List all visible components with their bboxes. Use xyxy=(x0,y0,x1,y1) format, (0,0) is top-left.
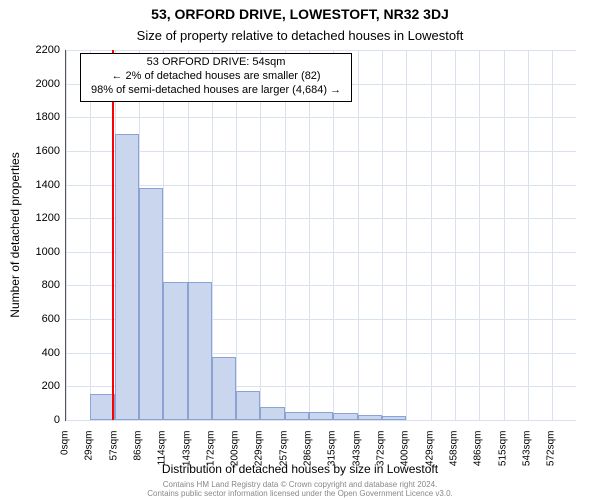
x-gridline xyxy=(431,50,432,420)
page-subtitle: Size of property relative to detached ho… xyxy=(0,28,600,43)
y-tick-label: 800 xyxy=(10,279,60,291)
y-tick-label: 400 xyxy=(10,347,60,359)
x-gridline xyxy=(455,50,456,420)
x-tick-label: 57sqm xyxy=(108,431,119,491)
y-tick-label: 1600 xyxy=(10,145,60,157)
x-tick-label: 114sqm xyxy=(157,431,168,491)
histogram-bar xyxy=(163,282,187,420)
x-gridline xyxy=(382,50,383,420)
histogram-bar xyxy=(236,391,260,420)
x-tick-label: 0sqm xyxy=(60,431,71,491)
x-tick-label: 315sqm xyxy=(327,431,338,491)
x-tick-label: 515sqm xyxy=(497,431,508,491)
x-gridline xyxy=(90,50,91,420)
x-gridline xyxy=(479,50,480,420)
x-gridline xyxy=(309,50,310,420)
annotation-line-1: 53 ORFORD DRIVE: 54sqm xyxy=(91,56,341,70)
x-tick-label: 200sqm xyxy=(230,431,241,491)
x-tick-label: 86sqm xyxy=(132,431,143,491)
histogram-bar xyxy=(285,412,309,420)
x-gridline xyxy=(358,50,359,420)
histogram-bar xyxy=(309,412,333,420)
x-gridline xyxy=(406,50,407,420)
x-tick-label: 572sqm xyxy=(546,431,557,491)
x-gridline xyxy=(552,50,553,420)
histogram-bar xyxy=(358,415,382,420)
histogram-bar xyxy=(333,413,357,420)
histogram-bar xyxy=(139,188,163,420)
page-title: 53, ORFORD DRIVE, LOWESTOFT, NR32 3DJ xyxy=(0,6,600,22)
x-gridline xyxy=(528,50,529,420)
x-tick-label: 400sqm xyxy=(400,431,411,491)
y-tick-label: 1200 xyxy=(10,212,60,224)
property-marker-line xyxy=(112,50,114,420)
x-gridline xyxy=(285,50,286,420)
y-tick-label: 200 xyxy=(10,380,60,392)
annotation-line-3: 98% of semi-detached houses are larger (… xyxy=(91,84,341,98)
histogram-plot xyxy=(65,50,576,421)
x-tick-label: 172sqm xyxy=(205,431,216,491)
histogram-bar xyxy=(212,357,236,420)
y-gridline xyxy=(66,151,576,152)
y-tick-label: 1000 xyxy=(10,246,60,258)
y-tick-label: 0 xyxy=(10,414,60,426)
x-tick-label: 257sqm xyxy=(278,431,289,491)
x-tick-label: 372sqm xyxy=(376,431,387,491)
x-tick-label: 458sqm xyxy=(448,431,459,491)
histogram-bar xyxy=(115,134,139,420)
x-gridline xyxy=(236,50,237,420)
x-tick-label: 429sqm xyxy=(424,431,435,491)
x-tick-label: 343sqm xyxy=(351,431,362,491)
annotation-line-2: ← 2% of detached houses are smaller (82) xyxy=(91,70,341,84)
y-gridline xyxy=(66,50,576,51)
x-gridline xyxy=(66,50,67,420)
histogram-bar xyxy=(260,407,284,420)
y-axis-label: Number of detached properties xyxy=(8,152,22,317)
y-tick-label: 2200 xyxy=(10,44,60,56)
x-gridline xyxy=(260,50,261,420)
y-gridline xyxy=(66,117,576,118)
y-tick-label: 1800 xyxy=(10,111,60,123)
x-tick-label: 143sqm xyxy=(181,431,192,491)
y-gridline xyxy=(66,420,576,421)
x-tick-label: 543sqm xyxy=(521,431,532,491)
x-tick-label: 286sqm xyxy=(303,431,314,491)
x-tick-label: 486sqm xyxy=(473,431,484,491)
x-gridline xyxy=(333,50,334,420)
x-tick-label: 229sqm xyxy=(254,431,265,491)
y-tick-label: 2000 xyxy=(10,78,60,90)
y-tick-label: 1400 xyxy=(10,179,60,191)
x-tick-label: 29sqm xyxy=(84,431,95,491)
y-tick-label: 600 xyxy=(10,313,60,325)
x-gridline xyxy=(504,50,505,420)
y-gridline xyxy=(66,185,576,186)
histogram-bar xyxy=(188,282,212,420)
histogram-bar xyxy=(382,416,406,420)
annotation-box: 53 ORFORD DRIVE: 54sqm ← 2% of detached … xyxy=(80,53,352,102)
